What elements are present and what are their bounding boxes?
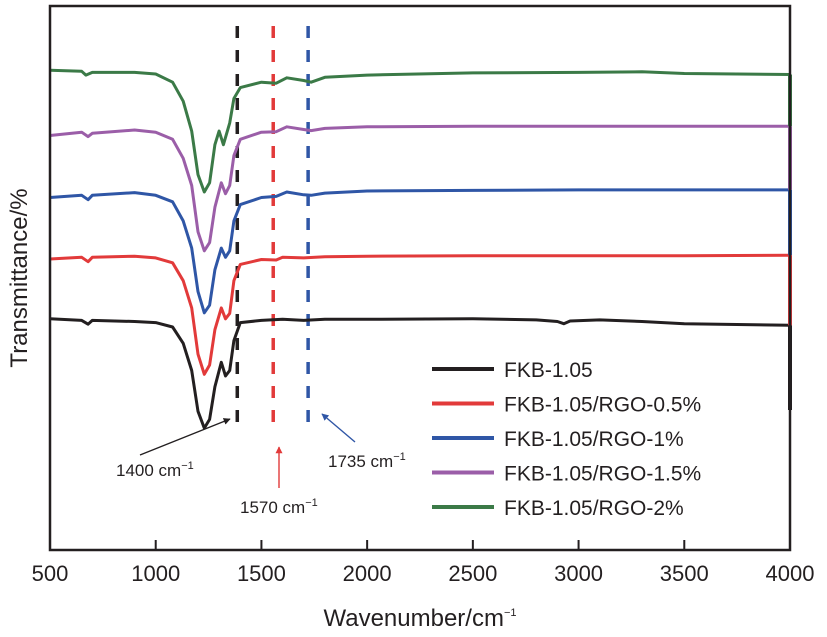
- annotation-arrow: [139, 418, 231, 456]
- legend-label: FKB-1.05/RGO-2%: [504, 497, 684, 520]
- annotation-1735: 1735 cm−1: [321, 413, 406, 471]
- x-tick-label: 500: [32, 561, 69, 586]
- legend-item-fkb-1-05-rgo-1-5: FKB-1.05/RGO-1.5%: [432, 463, 701, 486]
- x-axis-title: Wavenumber/cm−1: [323, 605, 516, 632]
- x-tick-label: 1500: [237, 561, 286, 586]
- legend-label: FKB-1.05/RGO-0.5%: [504, 394, 701, 417]
- legend: FKB-1.05 FKB-1.05/RGO-0.5% FKB-1.05/RGO-1%…: [432, 359, 701, 520]
- legend-item-fkb-1-05-rgo-2: FKB-1.05/RGO-2%: [432, 497, 684, 520]
- series-line-fkb-1-05-rgo-2: [49, 68, 791, 194]
- annotation-arrow: [321, 413, 356, 443]
- legend-label: FKB-1.05/RGO-1%: [504, 428, 684, 451]
- series-line-fkb-1-05: [49, 317, 791, 430]
- reference-lines: [235, 26, 310, 425]
- annotations: 1400 cm−1 1570 cm−1 1735 cm−1: [116, 413, 406, 517]
- x-tick-label: 1000: [131, 561, 180, 586]
- plot-frame: [48, 4, 792, 552]
- series-line-fkb-1-05-rgo-0-5: [49, 253, 791, 376]
- x-tick-label: 4000: [766, 561, 815, 586]
- series-layer: [49, 68, 791, 430]
- x-tick-label: 2500: [448, 561, 497, 586]
- x-tick-label: 2000: [343, 561, 392, 586]
- x-tick-label: 3000: [554, 561, 603, 586]
- series-line-fkb-1-05-rgo-1-5: [49, 124, 790, 253]
- annotation-1570: 1570 cm−1: [240, 446, 318, 517]
- annotation-label: 1735 cm−1: [328, 451, 406, 471]
- legend-label: FKB-1.05/RGO-1.5%: [504, 463, 701, 486]
- y-axis-title: Transmittance/%: [6, 188, 33, 367]
- annotation-label: 1570 cm−1: [240, 497, 318, 517]
- annotation-1400: 1400 cm−1: [116, 418, 231, 480]
- legend-label: FKB-1.05: [504, 359, 593, 382]
- x-axis: 500 1000 1500 2000 2500 3000 3500 4000: [32, 540, 815, 586]
- series-line-fkb-1-05-rgo-1: [49, 188, 790, 315]
- legend-item-fkb-1-05: FKB-1.05: [432, 359, 593, 382]
- legend-item-fkb-1-05-rgo-0-5: FKB-1.05/RGO-0.5%: [432, 394, 701, 417]
- annotation-label: 1400 cm−1: [116, 460, 194, 480]
- x-tick-label: 3500: [660, 561, 709, 586]
- legend-item-fkb-1-05-rgo-1: FKB-1.05/RGO-1%: [432, 428, 684, 451]
